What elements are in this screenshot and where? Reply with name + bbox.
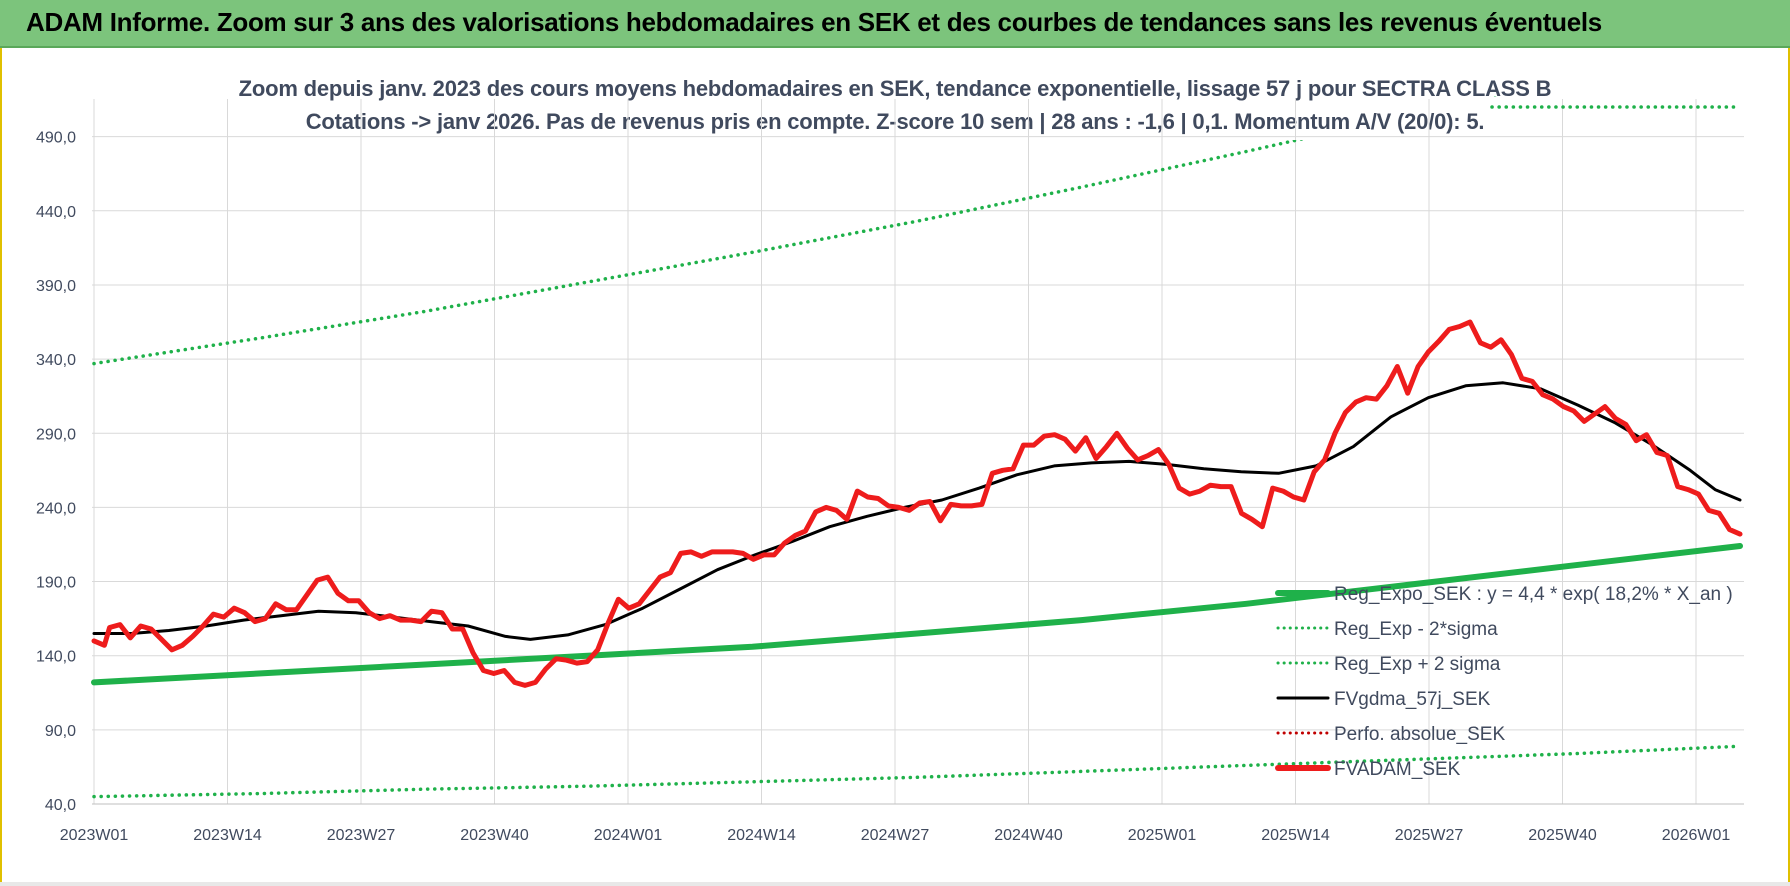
- chart-grid: [92, 99, 1744, 805]
- x-tick-label: 2023W40: [460, 827, 529, 844]
- series-line: [91, 543, 1743, 686]
- chart-frame: [0, 48, 1790, 886]
- legend-label: FVADAM_SEK: [1334, 759, 1461, 780]
- legend-label: Reg_Expo_SEK : y = 4,4 * exp( 18,2% * X_…: [1334, 584, 1733, 605]
- y-axis-ticks: 40,0 90,0 140,0 190,0 240,0 290,0 340,0 390,0 44…: [36, 130, 76, 814]
- y-tick-label: 490,0: [36, 130, 76, 147]
- chart-title-line1: Zoom depuis janv. 2023 des cours moyens …: [238, 76, 1552, 101]
- series-line: [92, 744, 1742, 799]
- y-tick-label: 190,0: [36, 575, 76, 592]
- y-tick-label: 390,0: [36, 278, 76, 295]
- x-tick-label: 2023W01: [60, 827, 129, 844]
- x-tick-label: 2024W01: [594, 827, 663, 844]
- x-axis-ticks: 2023W01 2023W14 2023W27 2023W40 2024W01 2024W…: [60, 827, 1731, 844]
- chart-series: [91, 96, 1743, 799]
- legend-label: Reg_Exp + 2 sigma: [1334, 654, 1501, 675]
- bottom-strip: [0, 882, 1790, 886]
- legend-label: FVgdma_57j_SEK: [1334, 689, 1491, 710]
- y-tick-label: 440,0: [36, 204, 76, 221]
- report-banner: ADAM Informe. Zoom sur 3 ans des valoris…: [0, 0, 1790, 48]
- y-tick-label: 40,0: [45, 797, 76, 814]
- x-tick-label: 2023W27: [327, 827, 396, 844]
- x-tick-label: 2024W14: [727, 827, 796, 844]
- x-tick-label: 2024W27: [861, 827, 930, 844]
- series-line: [91, 319, 1743, 688]
- x-tick-label: 2025W14: [1261, 827, 1330, 844]
- x-tick-label: 2026W01: [1662, 827, 1731, 844]
- x-tick-label: 2024W40: [994, 827, 1063, 844]
- legend-label: Perfo. absolue_SEK: [1334, 724, 1505, 745]
- y-tick-label: 90,0: [45, 723, 76, 740]
- x-tick-label: 2025W27: [1395, 827, 1464, 844]
- y-tick-label: 340,0: [36, 352, 76, 369]
- x-tick-label: 2025W40: [1528, 827, 1597, 844]
- y-tick-label: 290,0: [36, 426, 76, 443]
- legend-label: Reg_Exp - 2*sigma: [1334, 619, 1498, 640]
- x-tick-label: 2023W14: [193, 827, 262, 844]
- series-line: [92, 96, 1742, 366]
- y-tick-label: 140,0: [36, 649, 76, 666]
- x-tick-label: 2025W01: [1128, 827, 1197, 844]
- y-tick-label: 240,0: [36, 500, 76, 517]
- chart-legend: Reg_Expo_SEK : y = 4,4 * exp( 18,2% * X_…: [1275, 584, 1733, 780]
- report-title: ADAM Informe. Zoom sur 3 ans des valoris…: [26, 7, 1602, 37]
